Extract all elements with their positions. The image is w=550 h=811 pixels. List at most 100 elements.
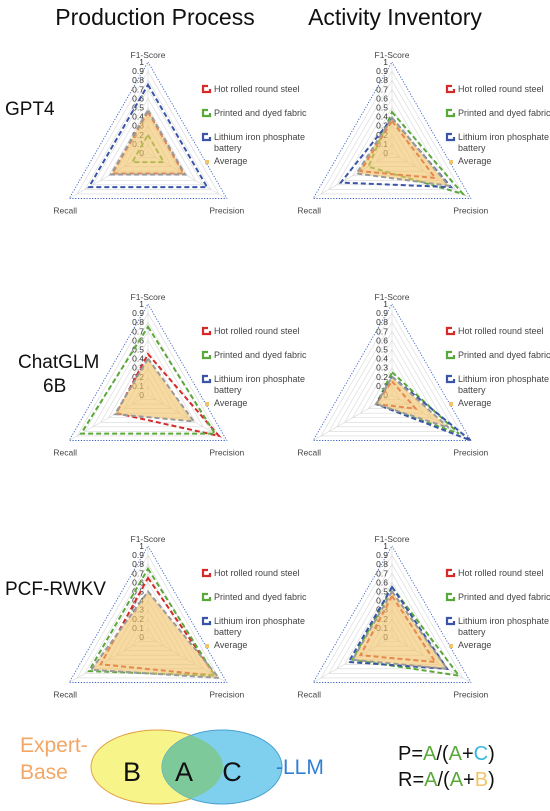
tick-label: 0.7 [132,326,144,336]
axis-label-recall: Recall [297,448,321,458]
legend-label-steel: Hot rolled round steel [458,326,544,336]
legend-label-battery: Lithium iron phosphate [458,616,549,626]
precision-slash: /( [436,743,449,765]
grid-ring [320,554,464,679]
series-steel [99,575,218,677]
tick-label: 0.5 [376,345,388,355]
tick-label: 0.6 [132,577,144,587]
legend-marker-average [449,160,453,164]
tick-label: 0.6 [132,93,144,103]
legend-marker-average [205,160,209,164]
tick-label: 0.8 [132,317,144,327]
legend-marker-average [449,644,453,648]
legend-label-fabric: Printed and dyed fabric [214,108,307,118]
tick-label: 0.9 [132,550,144,560]
axis-label-recall: Recall [53,690,77,700]
tick-label: 1 [383,57,388,67]
grid-ring [76,70,220,195]
legend-label-steel: Hot rolled round steel [214,84,300,94]
tick-label: 0.4 [376,596,388,606]
legend-marker-steel [445,326,456,336]
legend-marker-battery [445,374,456,384]
recall-formula: R=A/(A+B) [398,769,495,791]
legend-label-battery: Lithium iron phosphate [458,132,549,142]
series-fabric [374,370,460,435]
series-battery [87,82,209,189]
legend-label-average: Average [458,398,491,408]
tick-label: 0.4 [376,354,388,364]
series-average [354,115,452,188]
tick-label: 0.1 [376,381,388,391]
axis-label-f1-score: F1-Score [375,534,410,544]
axis-label-precision: Precision [453,206,488,216]
tick-label: 0.3 [376,363,388,373]
axis-label-f1-score: F1-Score [375,292,410,302]
legend-marker-battery [445,616,456,626]
precision-formula: P=A/(A+C) [398,743,495,765]
grid-ring [344,339,440,423]
legend-label-steel: Hot rolled round steel [458,84,544,94]
tick-label: 0.3 [376,121,388,131]
legend-marker-fabric [201,592,212,602]
tick-label: 0.8 [376,75,388,85]
tick-label: 0.8 [376,559,388,569]
tick-label: 1 [139,299,144,309]
tick-label: 0.9 [132,308,144,318]
tick-label: 0.5 [132,345,144,355]
radar-chart-0-1: 10.90.80.70.60.50.40.30.20.10F1-ScorePre… [297,50,550,216]
legend-marker-average [205,644,209,648]
grid-ring [92,330,204,428]
tick-label: 0.6 [376,577,388,587]
tick-label: 0.8 [132,559,144,569]
axis-label-precision: Precision [453,690,488,700]
tick-label: 0.6 [376,335,388,345]
legend-label-fabric: Printed and dyed fabric [214,350,307,360]
column-title-activity-inventory: Activity Inventory [308,4,482,30]
axis-label-recall: Recall [297,206,321,216]
recall-lhs: R= [398,769,424,791]
precision-a2: A [449,743,463,765]
legend-marker-steel [445,84,456,94]
grid-ring [68,61,228,199]
grid-ring [312,303,472,441]
legend-label-battery: Lithium iron phosphate [214,616,305,626]
legend-label-battery: battery [214,627,242,637]
grid-ring [320,70,464,195]
recall-b: B [475,769,488,791]
series-average [374,375,450,429]
radar-chart-1-0: 10.90.80.70.60.50.40.30.20.10F1-ScorePre… [53,292,307,458]
grid-ring [100,97,196,181]
series-steel [114,352,222,438]
axis-label-f1-score: F1-Score [131,534,166,544]
recall-slash: /( [437,769,450,791]
grid-ring [336,330,448,428]
tick-label: 0.4 [132,354,144,364]
legend-label-fabric: Printed and dyed fabric [458,592,550,602]
legend-marker-battery [201,374,212,384]
grid-ring [336,572,448,670]
grid-ring [84,79,212,190]
radar-chart-0-0: 10.90.80.70.60.50.40.30.20.10F1-ScorePre… [53,50,307,216]
legend-label-steel: Hot rolled round steel [214,326,300,336]
column-title-production-process: Production Process [55,4,254,30]
series-average [89,589,222,680]
legend-label-fabric: Printed and dyed fabric [214,592,307,602]
legend-marker-fabric [201,350,212,360]
precision-plus: + [462,743,474,765]
axis-label-precision: Precision [209,690,244,700]
tick-label: 1 [139,541,144,551]
tick-label: 0.3 [132,363,144,373]
grid-ring [312,61,472,199]
legend-label-average: Average [214,398,247,408]
grid-ring [328,563,456,674]
tick-label: 0.8 [376,317,388,327]
tick-label: 0.7 [376,84,388,94]
tick-label: 0.8 [132,75,144,85]
precision-a1: A [423,743,437,765]
legend-label-battery: battery [214,143,242,153]
tick-label: 0.5 [376,587,388,597]
legend-marker-fabric [445,592,456,602]
tick-label: 0.2 [376,372,388,382]
venn-expert-label-line1: Expert- [20,734,88,757]
legend-marker-steel [201,568,212,578]
